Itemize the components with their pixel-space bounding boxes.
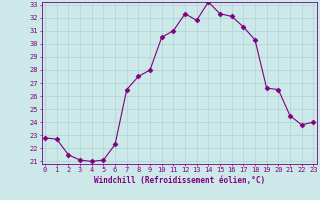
X-axis label: Windchill (Refroidissement éolien,°C): Windchill (Refroidissement éolien,°C) — [94, 176, 265, 185]
